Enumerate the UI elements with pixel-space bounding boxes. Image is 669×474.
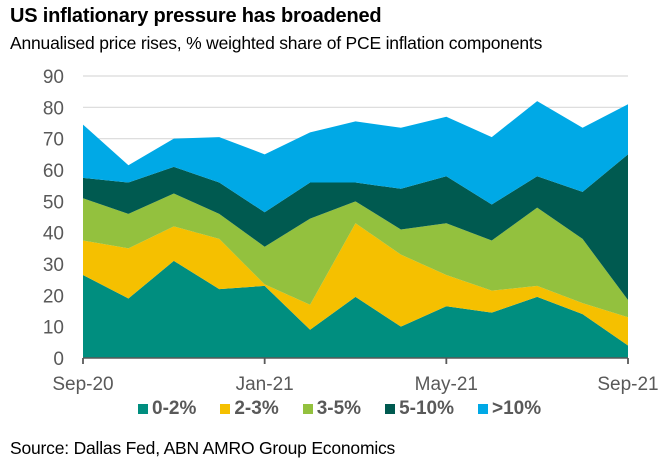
source-note: Source: Dallas Fed, ABN AMRO Group Econo… (10, 438, 396, 458)
legend-label: 5-10% (399, 398, 454, 419)
legend-label: 2-3% (234, 398, 279, 419)
y-axis-labels: 0 10 20 30 40 50 60 70 80 90 (43, 67, 64, 370)
y-tick-label: 80 (43, 98, 64, 119)
chart-legend: 0-2% 2-3% 3-5% 5-10% >10% (138, 398, 565, 420)
y-tick-label: 60 (43, 161, 64, 182)
legend-label: 0-2% (152, 398, 197, 419)
y-tick-label: 0 (53, 349, 64, 370)
area-series-5-10pct (83, 154, 628, 301)
area-series-0-2pct (83, 260, 628, 358)
area-series (83, 101, 628, 358)
legend-swatch (302, 404, 313, 414)
y-tick-label: 90 (43, 67, 64, 88)
legend-item: 5-10% (385, 398, 454, 420)
y-tick-label: 10 (43, 318, 64, 339)
legend-item: 3-5% (302, 398, 362, 420)
legend-item: >10% (478, 398, 541, 420)
legend-swatch (385, 404, 396, 414)
axes (82, 357, 629, 364)
y-tick-label: 20 (43, 286, 64, 307)
x-tick-label: Sep-21 (597, 374, 658, 395)
legend-item: 2-3% (220, 398, 279, 420)
y-tick-label: 70 (43, 130, 64, 151)
x-tick-label: Jan-21 (236, 374, 294, 395)
area-series-gt-10pct (83, 101, 628, 213)
x-axis-labels: Sep-20 Jan-21 May-21 Sep-21 (52, 374, 658, 395)
legend-swatch (138, 404, 148, 414)
chart-subtitle: Annualised price rises, % weighted share… (10, 33, 543, 53)
legend-item: 0-2% (138, 398, 196, 420)
x-tick-label: Sep-20 (52, 374, 113, 395)
chart-title: US inflationary pressure has broadened (10, 5, 382, 27)
area-series-2-3pct (83, 223, 628, 346)
x-tick-label: May-21 (415, 374, 478, 395)
y-tick-label: 40 (43, 224, 64, 245)
y-tick-label: 30 (43, 255, 64, 276)
legend-label: >10% (492, 398, 542, 419)
area-series-3-5pct (83, 193, 628, 318)
legend-label: 3-5% (316, 398, 362, 419)
y-tick-label: 50 (43, 192, 64, 213)
legend-swatch (478, 404, 488, 414)
legend-swatch (220, 404, 231, 414)
